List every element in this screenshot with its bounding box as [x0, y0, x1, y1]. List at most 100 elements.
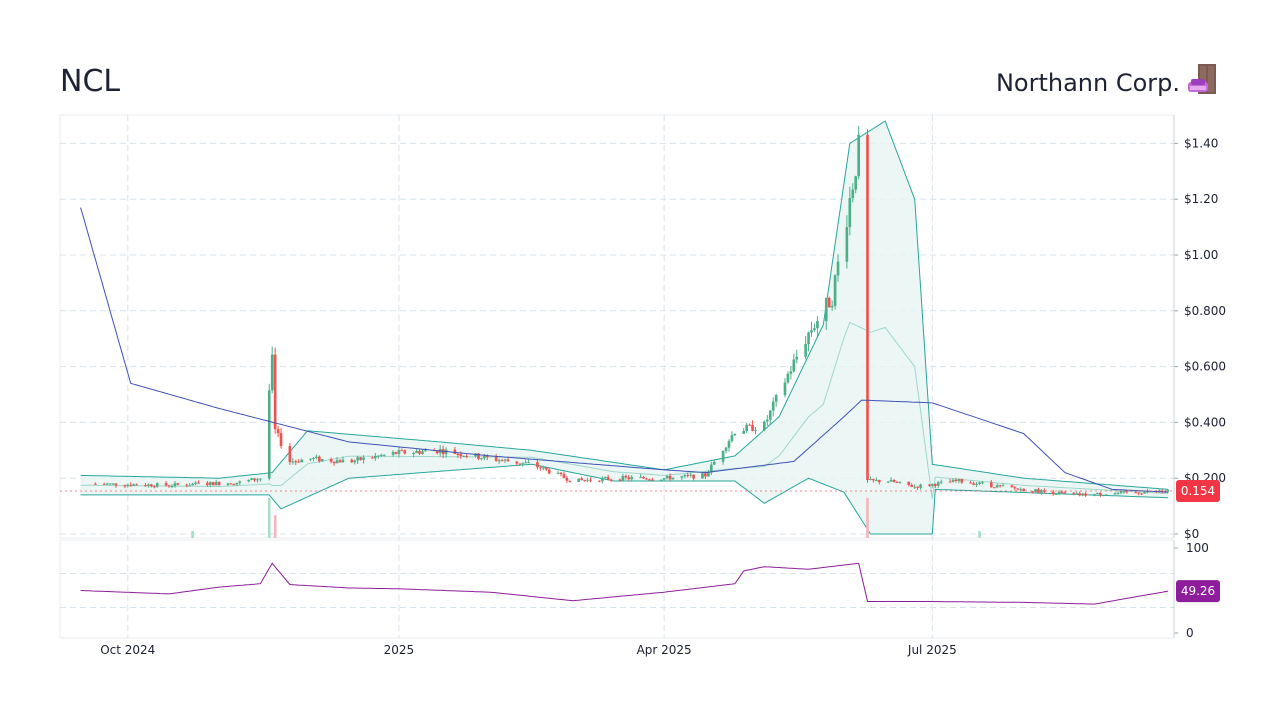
candle-body [771, 401, 775, 411]
candle-body [226, 483, 230, 486]
candle-body [992, 487, 996, 489]
candle-body [256, 479, 259, 481]
candle-body [981, 482, 984, 484]
candle-body [1134, 492, 1138, 494]
candle-body [583, 480, 586, 482]
candle-body [975, 483, 978, 485]
candle-body [102, 483, 106, 485]
candle-body [869, 478, 872, 481]
price-tick-label: $0.600 [1184, 360, 1226, 374]
price-tick-label: $0.400 [1184, 415, 1226, 429]
candle-body [630, 477, 634, 480]
candle-body [1119, 491, 1123, 493]
candle-body [562, 474, 566, 478]
candle-body [539, 467, 542, 469]
candle-body [238, 481, 242, 483]
candle-body [724, 447, 728, 451]
candle-body [208, 482, 212, 486]
candle-body [359, 457, 362, 460]
candle-body [194, 482, 197, 484]
price-tick-label: $1.40 [1184, 136, 1218, 150]
candle-body [712, 461, 716, 465]
candle-body [250, 478, 253, 480]
candle-body [707, 472, 710, 477]
candlesticks [94, 125, 1170, 498]
candle-body [412, 452, 415, 454]
candle-body [1166, 490, 1170, 492]
candle-body [1098, 493, 1102, 496]
candle-body [362, 457, 365, 460]
candle-body [1143, 492, 1146, 494]
candle-body [329, 459, 333, 462]
candle-body [701, 473, 704, 479]
candle-body [877, 480, 881, 483]
axes: $0$0.200$0.400$0.600$0.800$1.00$1.20$1.4… [100, 115, 1226, 657]
candle-body [1113, 493, 1117, 495]
candle-body [247, 479, 250, 482]
candle-body [875, 480, 878, 482]
candle-body [232, 484, 236, 486]
bollinger-upper-line [80, 120, 1169, 490]
candle-body [403, 450, 407, 454]
rsi-value-label: 49.26 [1181, 584, 1215, 598]
candle-body [123, 485, 127, 487]
rsi-tick-label: 100 [1186, 541, 1209, 555]
candle-body [332, 461, 336, 464]
candle-body [456, 453, 460, 455]
candle-body [397, 450, 401, 454]
candle-body [830, 305, 834, 308]
candle-body [547, 469, 551, 474]
candle-body [995, 485, 999, 488]
candle-body [1122, 491, 1126, 493]
candle-body [459, 454, 463, 457]
candle-body [536, 462, 539, 468]
candle-body [765, 419, 769, 422]
candle-body [309, 458, 312, 460]
candle-body [621, 476, 625, 481]
candle-body [267, 390, 271, 479]
candle-body [1051, 491, 1055, 495]
candle-body [709, 464, 713, 473]
candle-body [197, 482, 200, 484]
candle-body [214, 481, 218, 486]
volume-bar [267, 498, 271, 538]
candle-body [135, 484, 138, 486]
candle-body [288, 446, 292, 463]
candle-body [515, 461, 519, 464]
candle-body [217, 481, 221, 486]
candle-body [833, 275, 837, 306]
candle-body [954, 479, 958, 482]
candle-body [854, 176, 858, 190]
candle-body [659, 479, 663, 481]
candle-body [568, 480, 572, 482]
candle-body [1013, 487, 1017, 489]
candle-body [948, 481, 952, 483]
candle-body [1031, 491, 1034, 493]
candle-body [356, 457, 359, 461]
candle-body [774, 395, 778, 402]
candle-body [176, 483, 180, 485]
candle-body [624, 476, 628, 478]
candle-body [170, 485, 174, 487]
candle-body [379, 455, 383, 457]
candle-body [300, 459, 303, 463]
candle-body [886, 481, 890, 483]
candle-body [424, 450, 427, 452]
candle-body [683, 475, 687, 477]
ticker-symbol: NCL [60, 64, 121, 99]
candle-body [783, 382, 787, 396]
price-tick-label: $0 [1184, 527, 1199, 541]
candle-body [541, 467, 545, 469]
candle-body [400, 450, 404, 452]
candle-body [126, 484, 130, 486]
candle-body [824, 298, 828, 322]
bollinger-middle-line [80, 321, 1169, 500]
candle-body [391, 452, 395, 455]
date-tick-label: Apr 2025 [637, 643, 692, 657]
volume-bar [866, 498, 869, 538]
candle-body [253, 478, 256, 481]
candle-body [580, 478, 583, 481]
candle-body [671, 477, 675, 480]
candle-body [211, 482, 215, 486]
